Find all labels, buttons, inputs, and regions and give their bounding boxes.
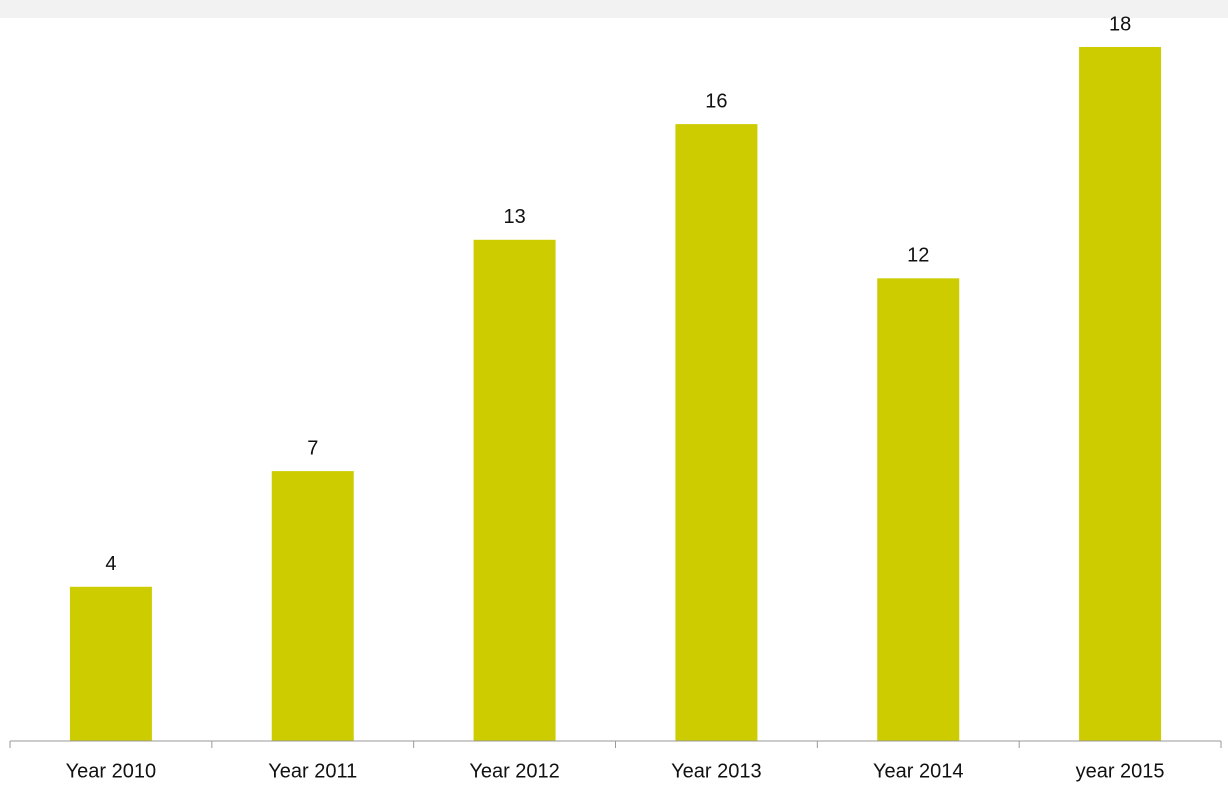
value-label: 12 <box>907 245 929 267</box>
x-tick-label: year 2015 <box>1076 760 1165 782</box>
value-label: 18 <box>1109 13 1131 35</box>
value-label: 13 <box>503 206 525 228</box>
x-tick-label: Year 2010 <box>66 760 156 782</box>
value-label: 7 <box>307 437 318 459</box>
bar <box>271 471 354 741</box>
x-tick-label: Year 2014 <box>873 760 963 782</box>
bar <box>69 586 152 741</box>
x-tick-label: Year 2011 <box>268 760 357 782</box>
value-label: 16 <box>705 90 727 112</box>
top-band <box>0 0 1228 18</box>
value-label: 4 <box>105 553 116 575</box>
x-tick-label: Year 2013 <box>671 760 761 782</box>
bar <box>1079 47 1162 741</box>
bar <box>877 278 960 741</box>
bar <box>473 239 556 741</box>
bar <box>675 124 758 742</box>
x-tick-label: Year 2012 <box>469 760 559 782</box>
